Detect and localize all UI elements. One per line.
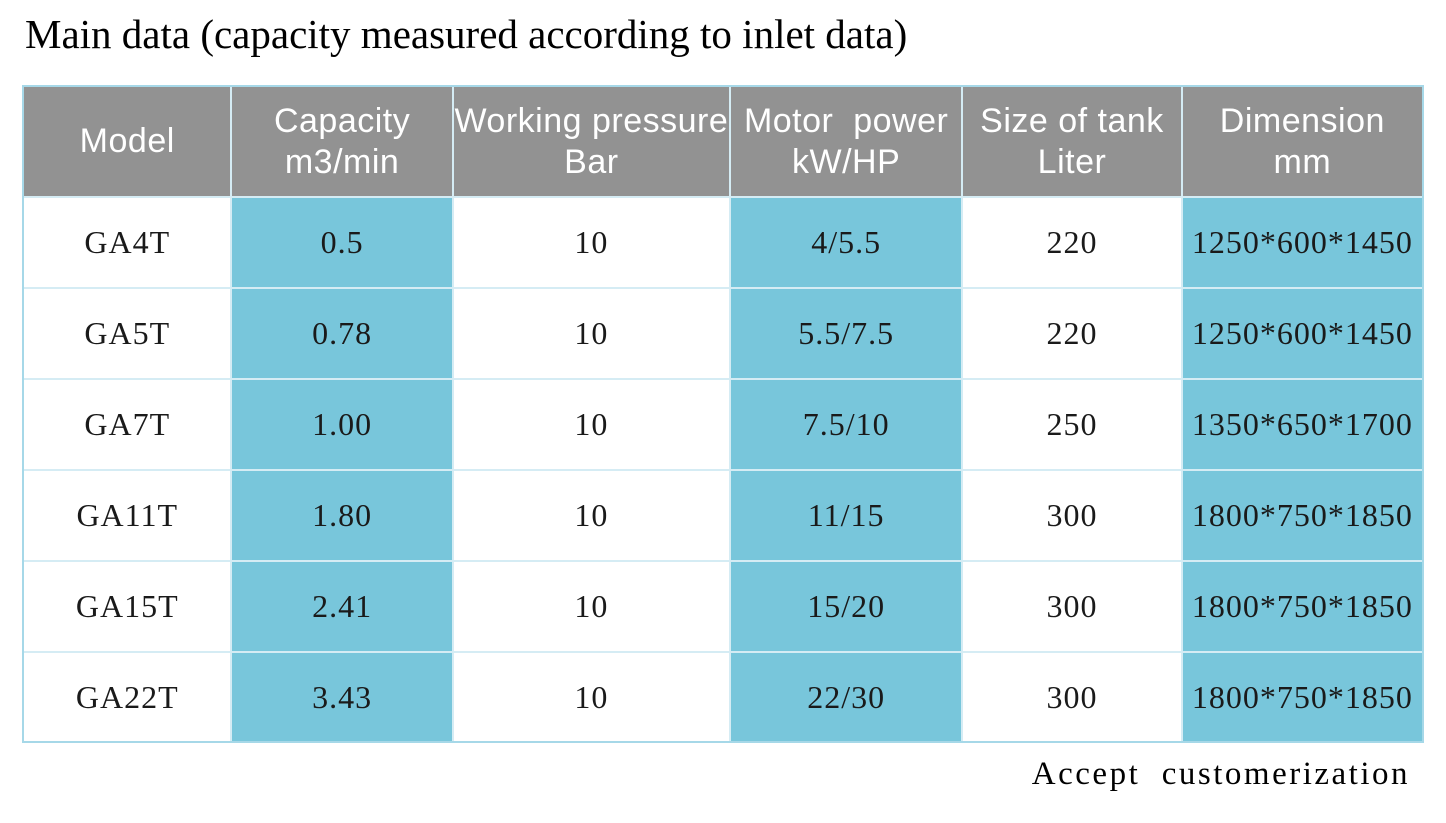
- cell-size-of-tank: 220: [961, 195, 1183, 290]
- column-header-dimension: Dimension mm: [1180, 87, 1422, 198]
- table-row: GA11T 1.80 10 11/15 300 1800*750*1850: [24, 469, 1422, 563]
- cell-capacity: 1.80: [230, 469, 454, 563]
- cell-model: GA22T: [24, 651, 233, 741]
- cell-capacity: 0.78: [230, 287, 454, 381]
- cell-dimension: 1250*600*1450: [1180, 287, 1422, 381]
- cell-working-pressure: 10: [451, 560, 731, 654]
- cell-capacity: 1.00: [230, 378, 454, 472]
- cell-working-pressure: 10: [451, 469, 731, 563]
- footer-note: Accept customerization: [1031, 756, 1410, 792]
- spec-table: Model Capacity m3/min Working pressure B…: [24, 87, 1422, 741]
- table-row: GA22T 3.43 10 22/30 300 1800*750*1850: [24, 651, 1422, 741]
- cell-dimension: 1800*750*1850: [1180, 560, 1422, 654]
- column-header-model: Model: [24, 87, 233, 198]
- cell-dimension: 1350*650*1700: [1180, 378, 1422, 472]
- cell-size-of-tank: 300: [961, 469, 1183, 563]
- table-row: GA4T 0.5 10 4/5.5 220 1250*600*1450: [24, 195, 1422, 290]
- column-header-motor-power: Motor power kW/HP: [728, 87, 964, 198]
- cell-size-of-tank: 250: [961, 378, 1183, 472]
- table-row: GA7T 1.00 10 7.5/10 250 1350*650*1700: [24, 378, 1422, 472]
- cell-model: GA15T: [24, 560, 233, 654]
- header-row: Model Capacity m3/min Working pressure B…: [24, 87, 1422, 198]
- cell-capacity: 3.43: [230, 651, 454, 741]
- cell-model: GA4T: [24, 195, 233, 290]
- cell-dimension: 1250*600*1450: [1180, 195, 1422, 290]
- spec-table-container: Model Capacity m3/min Working pressure B…: [22, 85, 1424, 743]
- cell-working-pressure: 10: [451, 195, 731, 290]
- cell-capacity: 2.41: [230, 560, 454, 654]
- cell-motor-power: 11/15: [728, 469, 964, 563]
- cell-model: GA5T: [24, 287, 233, 381]
- cell-working-pressure: 10: [451, 651, 731, 741]
- cell-working-pressure: 10: [451, 378, 731, 472]
- cell-working-pressure: 10: [451, 287, 731, 381]
- cell-capacity: 0.5: [230, 195, 454, 290]
- cell-size-of-tank: 300: [961, 560, 1183, 654]
- cell-size-of-tank: 300: [961, 651, 1183, 741]
- cell-motor-power: 22/30: [728, 651, 964, 741]
- cell-motor-power: 7.5/10: [728, 378, 964, 472]
- cell-motor-power: 4/5.5: [728, 195, 964, 290]
- table-row: GA5T 0.78 10 5.5/7.5 220 1250*600*1450: [24, 287, 1422, 381]
- cell-motor-power: 15/20: [728, 560, 964, 654]
- page-title: Main data (capacity measured according t…: [25, 11, 908, 57]
- cell-motor-power: 5.5/7.5: [728, 287, 964, 381]
- column-header-size-of-tank: Size of tank Liter: [961, 87, 1183, 198]
- cell-size-of-tank: 220: [961, 287, 1183, 381]
- cell-model: GA7T: [24, 378, 233, 472]
- column-header-working-pressure: Working pressure Bar: [451, 87, 731, 198]
- cell-dimension: 1800*750*1850: [1180, 651, 1422, 741]
- cell-model: GA11T: [24, 469, 233, 563]
- column-header-capacity: Capacity m3/min: [230, 87, 454, 198]
- table-row: GA15T 2.41 10 15/20 300 1800*750*1850: [24, 560, 1422, 654]
- cell-dimension: 1800*750*1850: [1180, 469, 1422, 563]
